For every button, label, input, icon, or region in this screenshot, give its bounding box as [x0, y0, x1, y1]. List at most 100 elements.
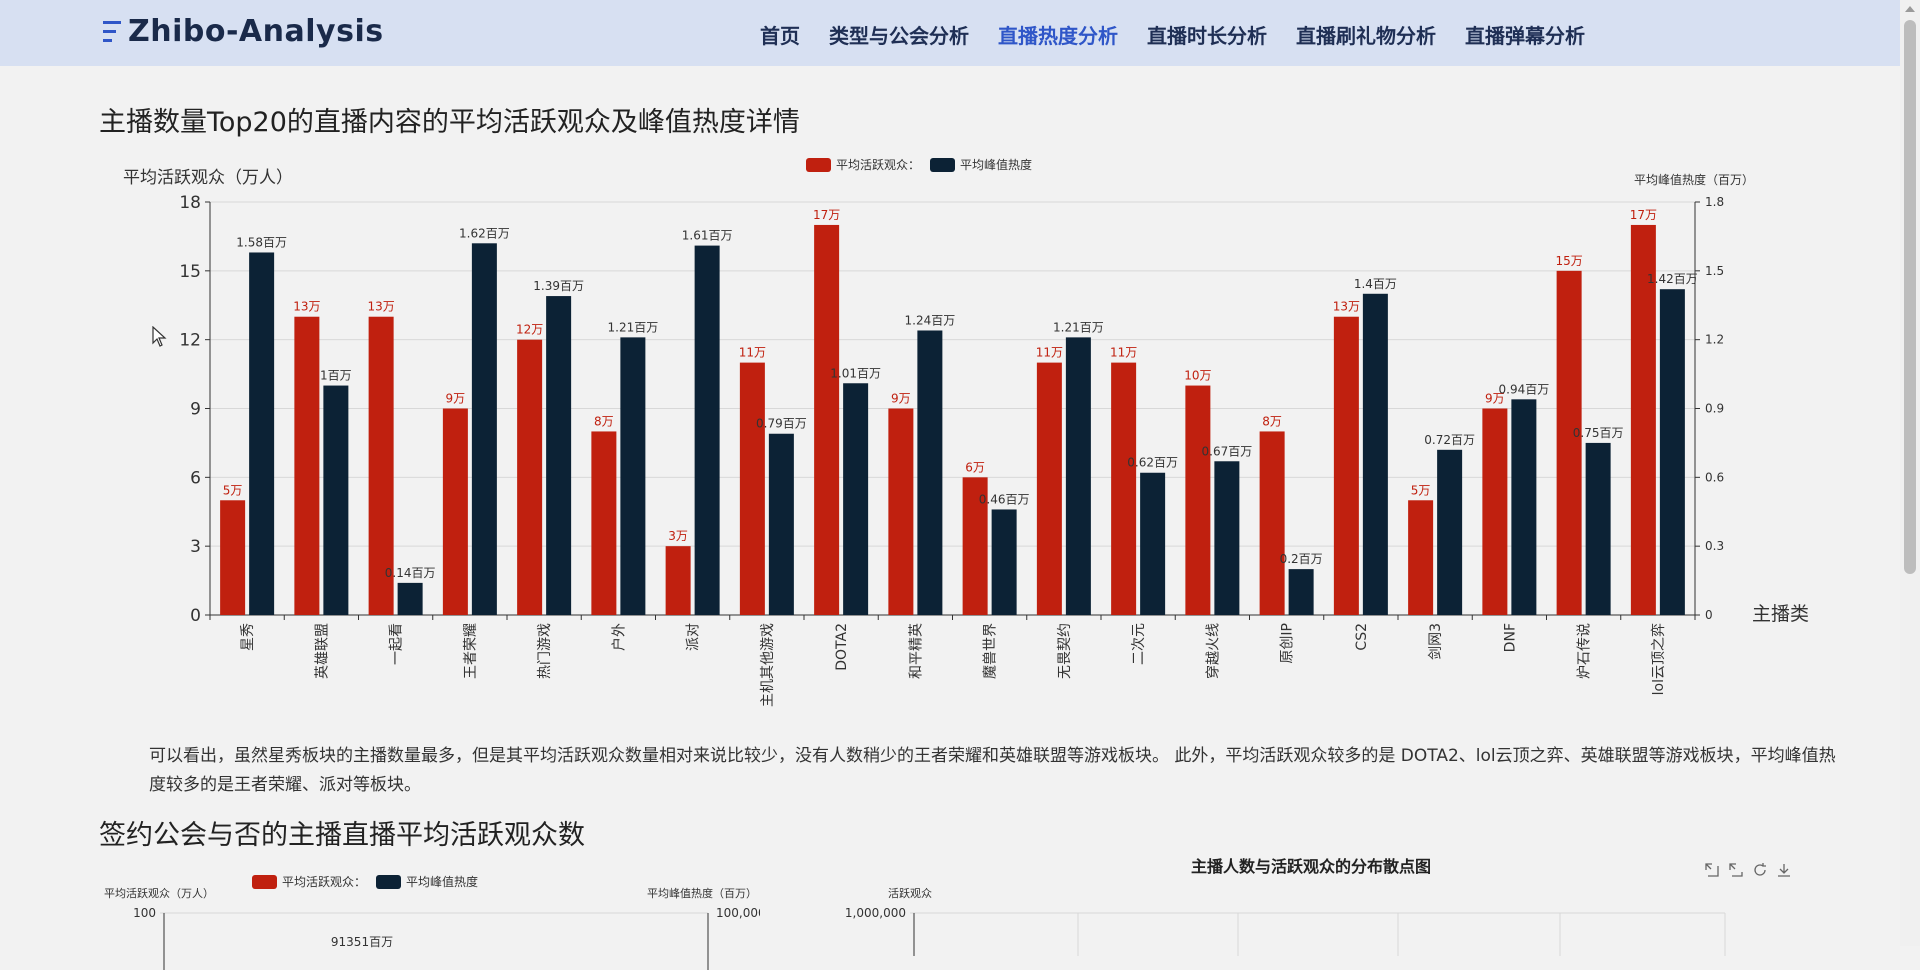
nav-item-1[interactable]: 类型与公会分析	[829, 24, 969, 48]
data-label-series1: 9万	[1485, 392, 1505, 406]
x-tick-label: 主机其他游戏	[760, 623, 776, 707]
data-label-series2: 0.72百万	[1424, 433, 1475, 447]
y-axis-label-left: 平均活跃观众（万人）	[104, 886, 214, 900]
menu-lines-icon	[103, 20, 121, 42]
x-tick-label: 炉石传说	[1577, 623, 1593, 679]
data-label-series2: 1.4百万	[1354, 277, 1397, 291]
scroll-up-arrow-icon[interactable]	[1905, 6, 1915, 12]
x-tick-label: 魔兽世界	[983, 623, 999, 679]
x-tick-label: DNF	[1502, 623, 1518, 652]
section-title-top20: 主播数量Top20的直播内容的平均活跃观众及峰值热度详情	[99, 107, 800, 138]
bar-series1	[591, 431, 617, 615]
nav-item-5[interactable]: 直播弹幕分析	[1465, 24, 1585, 48]
brand[interactable]: Zhibo-Analysis	[100, 14, 384, 49]
bar-series2	[1511, 399, 1537, 615]
data-label-series2: 1.42百万	[1647, 272, 1698, 286]
data-label-series2: 1.01百万	[830, 366, 881, 380]
nav-item-2[interactable]: 直播热度分析	[998, 24, 1118, 48]
data-label-series2: 1.24百万	[905, 313, 956, 327]
data-label-series2: 0.79百万	[756, 417, 807, 431]
y-axis-label-left: 平均活跃观众（万人）	[123, 168, 293, 188]
bar-series1	[814, 224, 840, 615]
bar-series2	[1585, 442, 1611, 615]
legend-swatch-series2	[930, 158, 955, 172]
x-tick-label: 派对	[686, 623, 702, 651]
y-tick-label-left: 9	[190, 400, 201, 420]
bar-series2	[546, 296, 572, 615]
bar-series2	[991, 509, 1017, 615]
bar-series2	[1065, 337, 1091, 615]
y-tick-label-right: 0.3	[1705, 539, 1724, 553]
bar-series2	[1362, 293, 1388, 615]
bar-series1	[962, 477, 988, 615]
bar-series2	[1659, 289, 1685, 615]
data-label-series2: 0.14百万	[385, 566, 436, 580]
x-tick-label: 穿越火线	[1205, 623, 1221, 679]
data-label-series2: 0.62百万	[1127, 456, 1178, 470]
legend-label-series2: 平均峰值热度	[406, 874, 478, 889]
y-tick-label-right: 0.9	[1705, 402, 1724, 416]
bar-series1	[1333, 316, 1359, 615]
scroll-thumb[interactable]	[1904, 20, 1916, 574]
data-label-series2: 1.21百万	[608, 320, 659, 334]
x-tick-label: 剑网3	[1428, 623, 1444, 660]
legend-label-series1: 平均活跃观众：	[836, 158, 920, 172]
x-tick-label: 一起看	[389, 623, 405, 665]
y-tick-label-left: 15	[179, 262, 201, 282]
bar-series1	[1482, 408, 1508, 615]
legend-swatch-series1	[252, 875, 277, 889]
data-label-series1: 11万	[1036, 346, 1063, 360]
bar-series1	[220, 500, 246, 615]
analysis-paragraph: 可以看出，虽然星秀板块的主播数量最多，但是其平均活跃观众数量相对来说比较少，没有…	[149, 746, 1836, 795]
bar-series2	[620, 337, 646, 615]
x-tick-label: 二次元	[1131, 623, 1147, 665]
bar-series2	[1214, 461, 1240, 615]
zoom-reset-icon[interactable]	[1729, 863, 1743, 877]
data-label-series1: 13万	[1333, 300, 1360, 314]
top-navbar: Zhibo-Analysis 首页 类型与公会分析 直播热度分析 直播时长分析 直播刷礼…	[0, 0, 1900, 66]
y-tick-label-left: 6	[190, 468, 201, 488]
x-tick-label: 无畏契约	[1057, 623, 1073, 679]
y-tick-label-right: 0	[1705, 608, 1713, 622]
nav-item-0[interactable]: 首页	[760, 24, 800, 48]
page-scrollbar[interactable]	[1900, 0, 1920, 946]
data-label-series1: 15万	[1555, 254, 1582, 268]
data-label-series2: 1.21百万	[1053, 320, 1104, 334]
data-label-series1: 17万	[1630, 208, 1657, 222]
bar-series1	[1185, 385, 1211, 615]
bar-series1	[442, 408, 468, 615]
data-label-series1: 13万	[293, 300, 320, 314]
brand-name: Zhibo-Analysis	[128, 14, 384, 49]
main-nav: 首页 类型与公会分析 直播热度分析 直播时长分析 直播刷礼物分析 直播弹幕分析	[760, 20, 1614, 49]
y-tick-label-left: 0	[190, 606, 201, 626]
bar-series1	[888, 408, 914, 615]
legend-label-series1: 平均活跃观众：	[282, 875, 366, 889]
x-axis-label: 主播类	[1752, 603, 1809, 625]
legend-label-series2: 平均峰值热度	[960, 157, 1032, 172]
x-tick-label: CS2	[1354, 623, 1370, 651]
download-icon[interactable]	[1778, 864, 1790, 877]
data-label-series1: 8万	[594, 414, 614, 428]
data-label-series2: 1.61百万	[682, 229, 733, 243]
nav-item-3[interactable]: 直播时长分析	[1147, 24, 1267, 48]
zoom-icon[interactable]	[1705, 863, 1719, 877]
data-label-series1: 9万	[446, 392, 466, 406]
data-label-series2: 1.62百万	[459, 226, 510, 240]
restore-icon[interactable]	[1754, 863, 1766, 876]
x-tick-label: lol云顶之弈	[1651, 623, 1667, 695]
bar-series2	[323, 385, 349, 615]
bar-series2	[1437, 449, 1463, 615]
y-tick-label: 1,000,000	[845, 906, 906, 920]
data-label-series2: 0.94百万	[1499, 382, 1550, 396]
nav-item-4[interactable]: 直播刷礼物分析	[1296, 24, 1436, 48]
y-tick-label-right: 100,000	[716, 906, 760, 920]
y-tick-label-left: 12	[179, 331, 201, 351]
bar-series1	[517, 339, 543, 615]
y-axis-label-right: 平均峰值热度（百万）	[1634, 172, 1754, 187]
y-axis-label: 活跃观众	[888, 886, 932, 900]
x-tick-label: 和平精英	[907, 623, 924, 679]
x-tick-label: 王者荣耀	[463, 623, 479, 679]
